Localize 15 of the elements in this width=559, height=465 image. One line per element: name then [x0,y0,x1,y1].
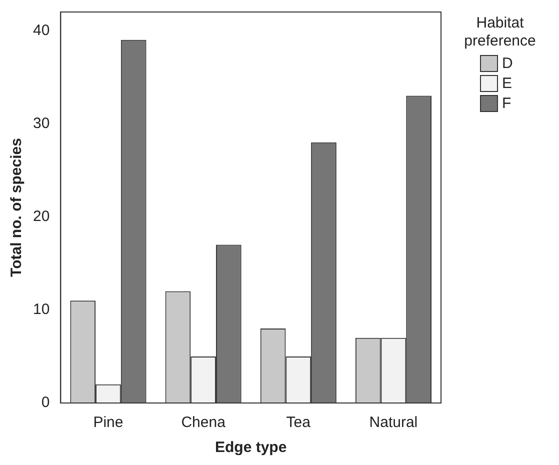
y-tick-label: 40 [32,22,50,39]
y-tick-label: 0 [41,394,50,412]
legend-title: Habitat preference [464,14,536,50]
x-tick-label: Tea [286,414,312,432]
legend-label: F [502,95,512,112]
x-tick-label: Chena [181,414,226,432]
y-tick-label: 10 [32,301,50,318]
x-axis-title: Edge type [215,439,287,456]
legend-label: E [502,75,512,92]
x-tick-label: Natural [369,414,418,432]
y-tick-label: 30 [32,114,50,132]
legend-label: D [502,55,513,72]
y-tick-label: 20 [32,208,50,225]
y-axis-title: Total no. of species [8,138,26,277]
x-tick-label: Pine [93,414,124,432]
